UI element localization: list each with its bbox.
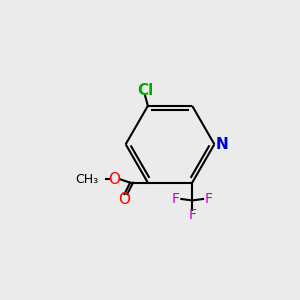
Text: CH₃: CH₃ bbox=[75, 173, 98, 186]
Text: O: O bbox=[118, 192, 130, 207]
Text: N: N bbox=[216, 137, 229, 152]
Text: F: F bbox=[205, 192, 213, 206]
Text: O: O bbox=[108, 172, 120, 187]
Text: Cl: Cl bbox=[137, 82, 153, 98]
Text: F: F bbox=[188, 208, 196, 222]
Text: F: F bbox=[172, 192, 180, 206]
